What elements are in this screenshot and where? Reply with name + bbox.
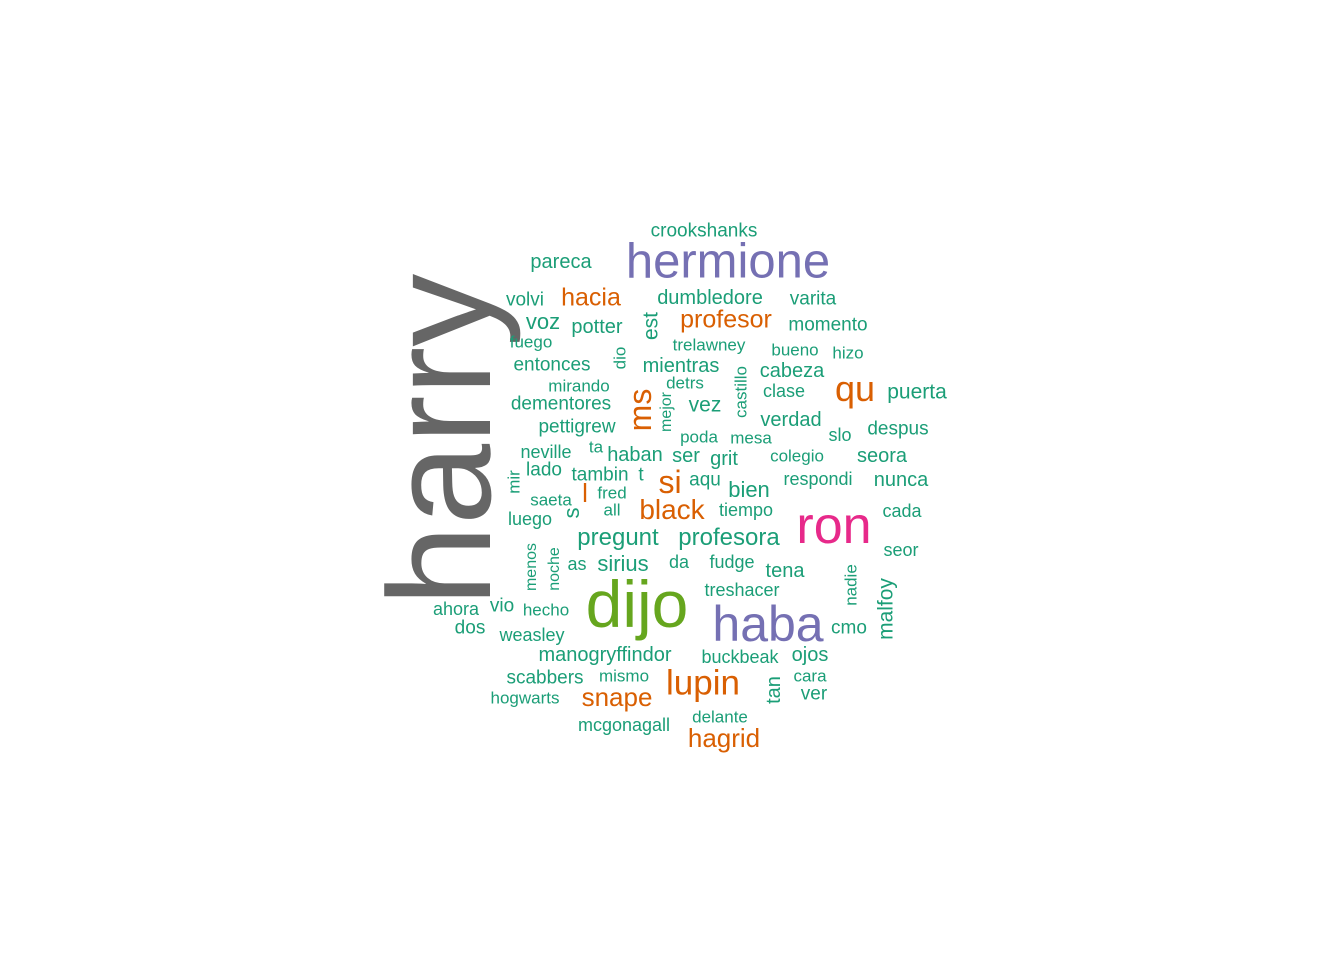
word-hagrid: hagrid <box>687 723 761 753</box>
word-t: t <box>638 464 644 486</box>
word-cada: cada <box>882 501 922 521</box>
word-haban: haban <box>607 444 663 466</box>
word-respondi: respondi <box>783 469 853 489</box>
word-colegio: colegio <box>770 446 824 466</box>
word-weasley: weasley <box>499 625 565 645</box>
word-trelawney: trelawney <box>672 335 746 355</box>
word-aqu: aqu <box>689 469 721 491</box>
word-manogryffindor: manogryffindor <box>538 644 672 666</box>
word-mesa: mesa <box>730 428 772 448</box>
word-hecho: hecho <box>522 600 570 620</box>
word-lado: lado <box>526 459 562 481</box>
word-hermione: hermione <box>625 234 831 289</box>
word-vez: vez <box>688 393 722 417</box>
word-nunca: nunca <box>873 469 929 491</box>
word-dio: dio <box>610 346 630 370</box>
word-mientras: mientras <box>642 355 720 377</box>
word-saeta: saeta <box>530 490 572 510</box>
word-vio: vio <box>489 595 515 617</box>
word-delante: delante <box>692 707 748 727</box>
word-varita: varita <box>789 288 837 310</box>
word-fuego: fuego <box>509 332 553 352</box>
word-fred: fred <box>597 483 627 503</box>
word-dementores: dementores <box>510 393 612 415</box>
word-mirando: mirando <box>548 376 610 396</box>
word-sirius: sirius <box>597 551 649 576</box>
word-hizo: hizo <box>832 343 864 363</box>
word-mismo: mismo <box>598 666 650 686</box>
word-dijo: dijo <box>585 567 689 641</box>
word-volvi: volvi <box>505 289 545 311</box>
word-entonces: entonces <box>513 354 591 376</box>
word-fudge: fudge <box>709 552 755 572</box>
word-voz: voz <box>525 309 561 334</box>
word-cara: cara <box>793 666 827 686</box>
word-bien: bien <box>728 477 770 502</box>
word-menos: menos <box>523 542 540 592</box>
word-harry: harry <box>358 273 521 607</box>
word-tambin: tambin <box>571 464 629 486</box>
word-luego: luego <box>507 509 553 529</box>
word-slo: slo <box>828 425 852 445</box>
word-verdad: verdad <box>760 409 822 431</box>
word-cmo: cmo <box>831 617 867 639</box>
word-hacia: hacia <box>561 283 621 312</box>
word-treshacer: treshacer <box>704 580 780 600</box>
word-mir: mir <box>504 470 524 494</box>
word-black: black <box>639 494 705 525</box>
word-hogwarts: hogwarts <box>490 688 560 708</box>
word-puerta: puerta <box>887 380 947 404</box>
word-da: da <box>668 552 690 572</box>
word-ver: ver <box>800 683 828 705</box>
word-ms: ms <box>622 388 658 432</box>
word-clase: clase <box>762 381 806 401</box>
word-malfoy: malfoy <box>874 578 898 640</box>
word-ser: ser <box>672 445 700 467</box>
word-castillo: castillo <box>731 366 751 418</box>
word-ron: ron <box>796 497 872 555</box>
word-dumbledore: dumbledore <box>657 287 763 309</box>
word-tiempo: tiempo <box>718 500 774 520</box>
word-est: est <box>639 311 663 341</box>
word-s: s <box>559 507 584 519</box>
word-neville: neville <box>520 442 572 462</box>
word-ta: ta <box>588 437 604 457</box>
word-lupin: lupin <box>666 663 740 703</box>
word-pregunt: pregunt <box>577 524 659 551</box>
word-poda: poda <box>680 427 718 447</box>
word-mejor: mejor <box>658 391 675 433</box>
word-despus: despus <box>867 418 929 440</box>
word-qu: qu <box>834 368 876 409</box>
word-haba: haba <box>712 596 824 652</box>
word-all: all <box>603 500 621 520</box>
word-buckbeak: buckbeak <box>701 647 779 667</box>
word-as: as <box>567 554 587 574</box>
word-tena: tena <box>765 560 805 582</box>
word-bueno: bueno <box>771 340 819 360</box>
word-pettigrew: pettigrew <box>538 416 616 438</box>
word-dos: dos <box>454 617 486 639</box>
word-seora: seora <box>856 445 908 467</box>
word-scabbers: scabbers <box>506 667 584 689</box>
word-profesora: profesora <box>678 524 780 551</box>
word-ojos: ojos <box>791 644 829 666</box>
word-cabeza: cabeza <box>759 360 825 382</box>
word-nadie: nadie <box>841 564 861 606</box>
word-snape: snape <box>581 682 653 712</box>
word-pareca: pareca <box>530 251 592 273</box>
word-grit: grit <box>710 448 738 470</box>
word-seor: seor <box>883 540 919 560</box>
word-ahora: ahora <box>432 599 480 619</box>
word-profesor: profesor <box>680 305 772 334</box>
word-crookshanks: crookshanks <box>650 220 758 242</box>
word-mcgonagall: mcgonagall <box>577 715 671 735</box>
word-tan: tan <box>763 676 785 704</box>
word-momento: momento <box>788 314 868 336</box>
word-detrs: detrs <box>666 373 704 393</box>
word-noche: noche <box>546 547 563 591</box>
word-si: si <box>658 464 682 500</box>
word-potter: potter <box>571 316 623 338</box>
word-l: l <box>582 478 588 508</box>
